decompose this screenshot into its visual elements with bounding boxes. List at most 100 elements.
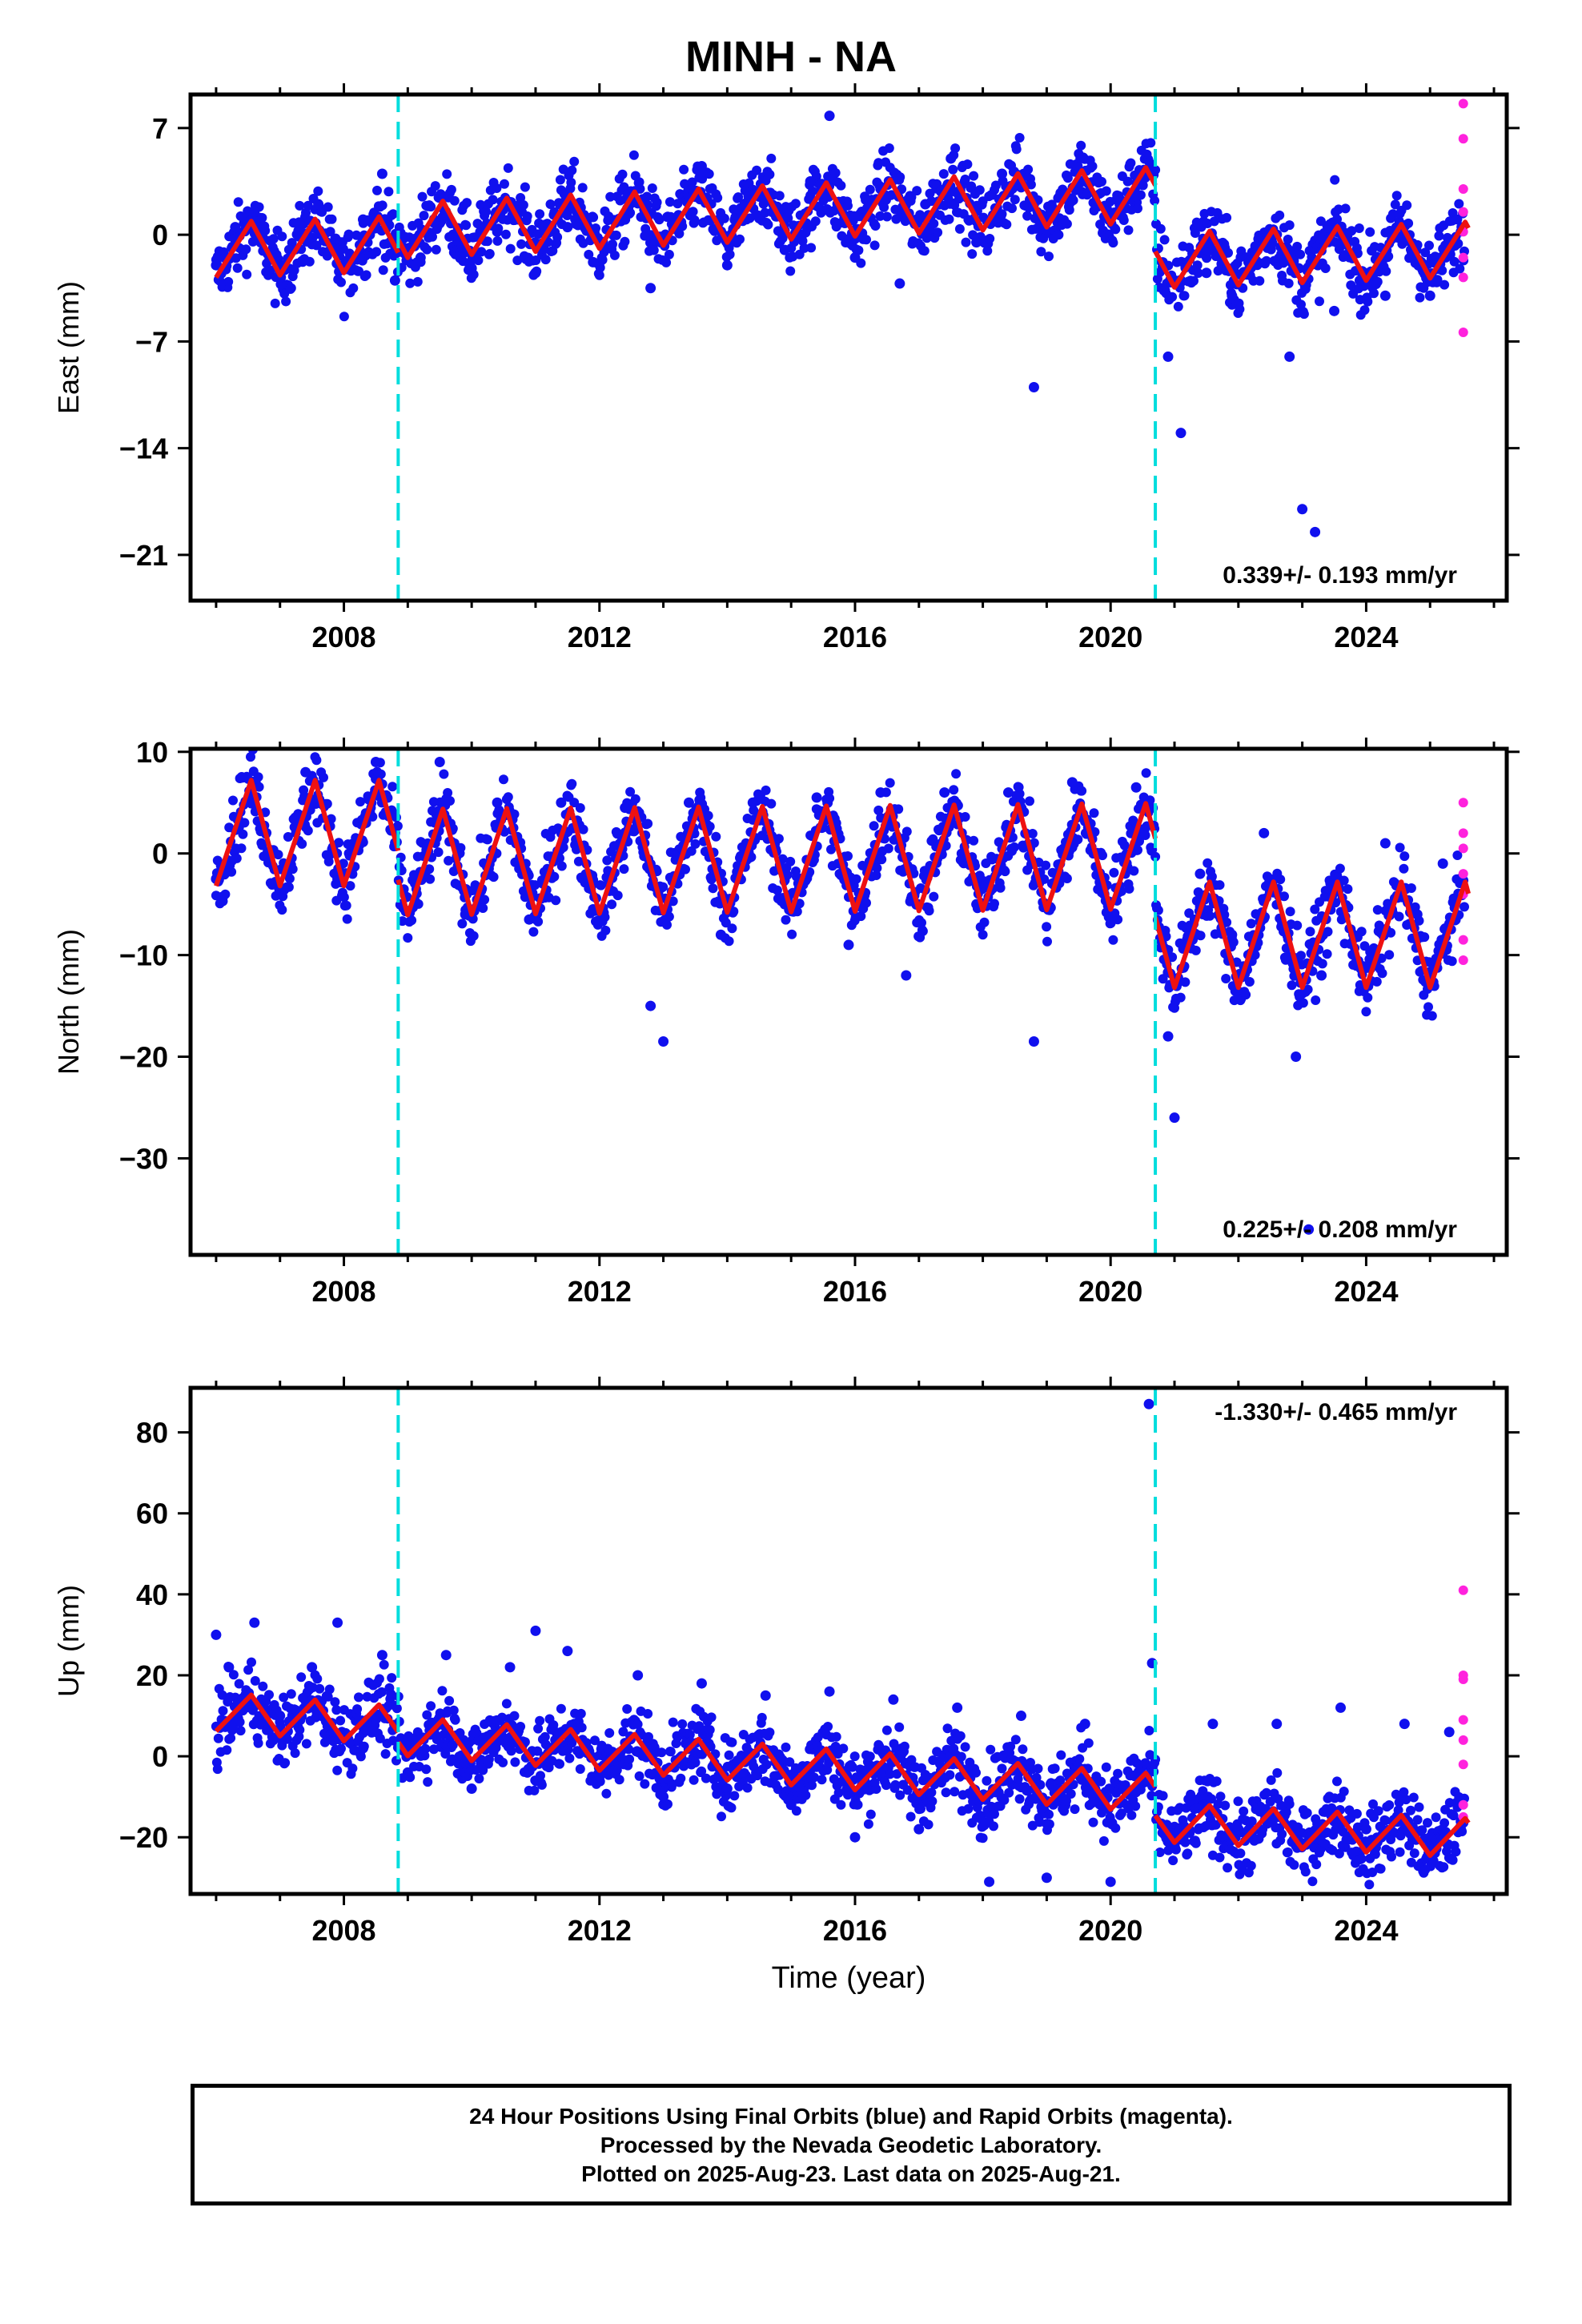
final-orbit-point <box>620 236 630 247</box>
final-orbit-point <box>906 192 917 203</box>
final-orbit-point <box>881 1780 891 1791</box>
final-orbit-point <box>1140 1758 1150 1768</box>
final-orbit-point <box>1415 292 1425 303</box>
final-orbit-point <box>556 1703 566 1714</box>
final-orbit-point <box>990 899 999 909</box>
final-orbit-point <box>567 778 577 789</box>
final-orbit-point <box>600 912 610 923</box>
final-orbit-point <box>1026 179 1036 190</box>
final-orbit-point <box>950 143 961 154</box>
final-orbit-point <box>1126 1810 1137 1820</box>
final-orbit-point <box>892 1769 902 1779</box>
final-orbit-cloud <box>211 133 1469 322</box>
final-orbit-point <box>781 1742 791 1752</box>
final-orbit-point <box>1339 1787 1349 1796</box>
final-orbit-point <box>1004 1787 1014 1798</box>
final-orbit-point <box>270 298 280 308</box>
final-orbit-point <box>1014 1794 1025 1804</box>
final-orbit-point <box>457 919 468 929</box>
final-orbit-point <box>1424 240 1434 251</box>
final-orbit-point <box>1386 927 1396 938</box>
final-orbit-point <box>1211 1776 1222 1787</box>
final-orbit-point <box>760 207 770 218</box>
final-orbit-point <box>304 256 315 267</box>
final-orbit-point <box>644 1731 653 1742</box>
final-orbit-point <box>895 1790 905 1800</box>
final-orbit-point <box>1173 301 1183 312</box>
final-orbit-point <box>1300 1867 1311 1877</box>
final-orbit-point <box>869 240 880 251</box>
final-orbit-point <box>1297 504 1308 515</box>
final-orbit-point <box>1246 919 1256 929</box>
final-orbit-point <box>765 169 775 179</box>
final-orbit-point <box>894 1722 905 1732</box>
final-orbit-point <box>1062 173 1073 183</box>
final-orbit-point <box>1311 995 1321 1005</box>
final-orbit-point <box>536 1771 545 1781</box>
final-orbit-point <box>212 1764 223 1775</box>
final-orbit-point <box>624 1744 634 1755</box>
final-orbit-point <box>1452 850 1463 860</box>
final-orbit-point <box>982 1775 992 1786</box>
final-orbit-point <box>374 1674 384 1684</box>
final-orbit-point <box>291 1705 301 1715</box>
y-tick-label: −14 <box>119 432 168 465</box>
final-orbit-point <box>591 223 600 233</box>
final-orbit-point <box>386 1689 396 1699</box>
final-orbit-point <box>1363 296 1373 307</box>
rapid-orbit-point <box>1458 134 1468 144</box>
final-orbit-point <box>1379 290 1391 301</box>
rate-label: 0.225+/- 0.208 mm/yr <box>1223 1216 1457 1243</box>
final-orbit-point <box>594 270 604 280</box>
final-orbit-point <box>833 1787 844 1798</box>
final-orbit-point <box>1390 199 1400 210</box>
final-orbit-point <box>1167 952 1178 963</box>
final-orbit-point <box>1000 866 1010 877</box>
final-orbit-point <box>1423 1002 1433 1012</box>
final-orbit-point <box>1275 875 1286 885</box>
final-orbit-point <box>954 223 965 234</box>
final-orbit-point <box>258 1681 268 1691</box>
final-orbit-point <box>705 1725 715 1735</box>
final-orbit-point <box>1130 191 1142 203</box>
final-orbit-point <box>752 165 762 175</box>
final-orbit-point <box>861 235 871 245</box>
final-orbit-point <box>1220 1800 1231 1811</box>
final-orbit-point <box>746 852 757 862</box>
final-orbit-point <box>354 1692 363 1703</box>
final-orbit-point <box>1227 929 1238 940</box>
final-orbit-point <box>506 1746 516 1756</box>
final-orbit-point <box>1014 133 1025 143</box>
final-orbit-point <box>380 1749 391 1759</box>
final-orbit-point <box>843 200 853 211</box>
final-orbit-point <box>1108 238 1118 248</box>
final-orbit-point <box>879 202 889 212</box>
final-orbit-point <box>558 842 568 853</box>
final-orbit-point <box>480 895 490 905</box>
final-orbit-point <box>1211 1819 1221 1830</box>
final-orbit-point <box>341 900 351 911</box>
final-orbit-point <box>1454 199 1464 209</box>
x-tick-label: 2020 <box>1078 1275 1142 1308</box>
final-orbit-point <box>779 244 790 255</box>
final-orbit-point <box>969 171 979 181</box>
final-orbit-point <box>916 1803 926 1814</box>
final-orbit-point <box>277 231 287 242</box>
final-orbit-point <box>1041 860 1051 870</box>
final-orbit-point <box>1150 851 1161 862</box>
final-orbit-point <box>1133 845 1142 855</box>
final-orbit-point <box>1014 789 1025 799</box>
final-orbit-point <box>1028 1035 1039 1047</box>
final-orbit-point <box>1066 1789 1076 1799</box>
plot-area <box>211 749 1471 1255</box>
final-orbit-point <box>624 1754 635 1764</box>
final-orbit-point <box>705 822 715 832</box>
final-orbit-point <box>481 207 491 217</box>
final-orbit-point <box>1383 251 1394 262</box>
model-curve <box>1153 879 1471 991</box>
final-orbit-point <box>1126 158 1136 168</box>
final-orbit-point <box>536 1779 547 1790</box>
final-orbit-point <box>375 769 386 779</box>
rapid-orbit-point <box>1458 869 1468 879</box>
final-orbit-point <box>556 797 567 808</box>
